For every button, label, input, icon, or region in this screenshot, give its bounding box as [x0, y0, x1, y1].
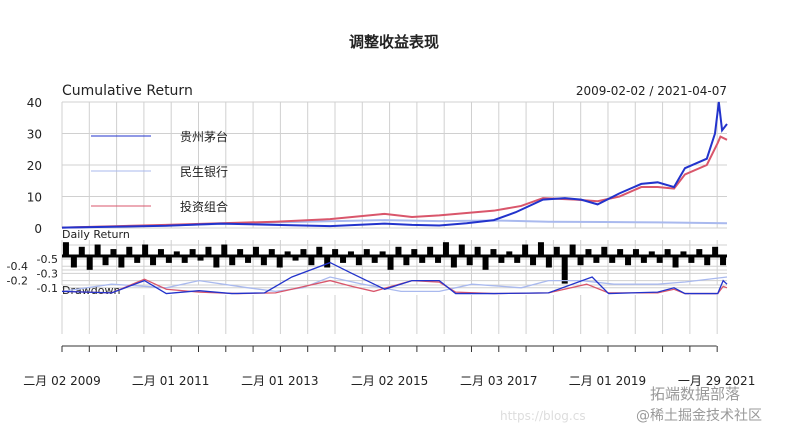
drawdown-tick-label: -0.1 — [37, 282, 58, 295]
y-tick-label: 30 — [27, 128, 42, 142]
drawdown-tick-label: -0.4 — [7, 260, 28, 273]
x-tick-label: 二月 01 2019 — [569, 374, 646, 388]
drawdown-line-1 — [61, 276, 728, 293]
panel-title-drawdown: Drawdown — [62, 284, 120, 297]
x-tick-label: 二月 01 2013 — [241, 374, 318, 388]
chart-title: 调整收益表现 — [349, 33, 439, 51]
cumulative-line-0 — [61, 101, 728, 229]
drawdown-line-0 — [61, 261, 728, 295]
watermark-brand: 拓端数据部落 — [650, 385, 741, 403]
y-tick-label: 0 — [34, 222, 42, 236]
drawdown-tick-label: -0.2 — [7, 275, 28, 288]
legend-label-0: 贵州茅台 — [180, 129, 228, 144]
legend-label-2: 投资组合 — [180, 199, 228, 214]
drawdown-tick-label: -0.5 — [37, 253, 58, 266]
x-tick-label: 一月 29 2021 — [678, 374, 755, 388]
cumulative-line-2 — [61, 135, 728, 229]
y-tick-label: 10 — [27, 191, 42, 205]
watermark-url: https://blog.cs — [500, 409, 586, 423]
panel-title-cumulative: Cumulative Return — [62, 83, 193, 99]
legend-label-1: 民生银行 — [180, 165, 228, 179]
watermark-site: @稀土掘金技术社区 — [636, 408, 762, 424]
x-tick-label: 二月 03 2017 — [460, 374, 537, 388]
y-tick-label: 40 — [27, 96, 42, 110]
x-tick-label: 二月 02 2015 — [351, 374, 428, 388]
date-range: 2009-02-02 / 2021-04-07 — [576, 84, 727, 98]
drawdown-tick-label: -0.3 — [37, 267, 58, 280]
legend: 贵州茅台 民生银行 投资组合 — [91, 129, 228, 214]
x-tick-label: 二月 01 2011 — [132, 374, 209, 388]
y-tick-label: 20 — [27, 159, 42, 173]
panel-title-daily: Daily Return — [62, 228, 130, 241]
x-tick-label: 二月 02 2009 — [23, 374, 100, 388]
